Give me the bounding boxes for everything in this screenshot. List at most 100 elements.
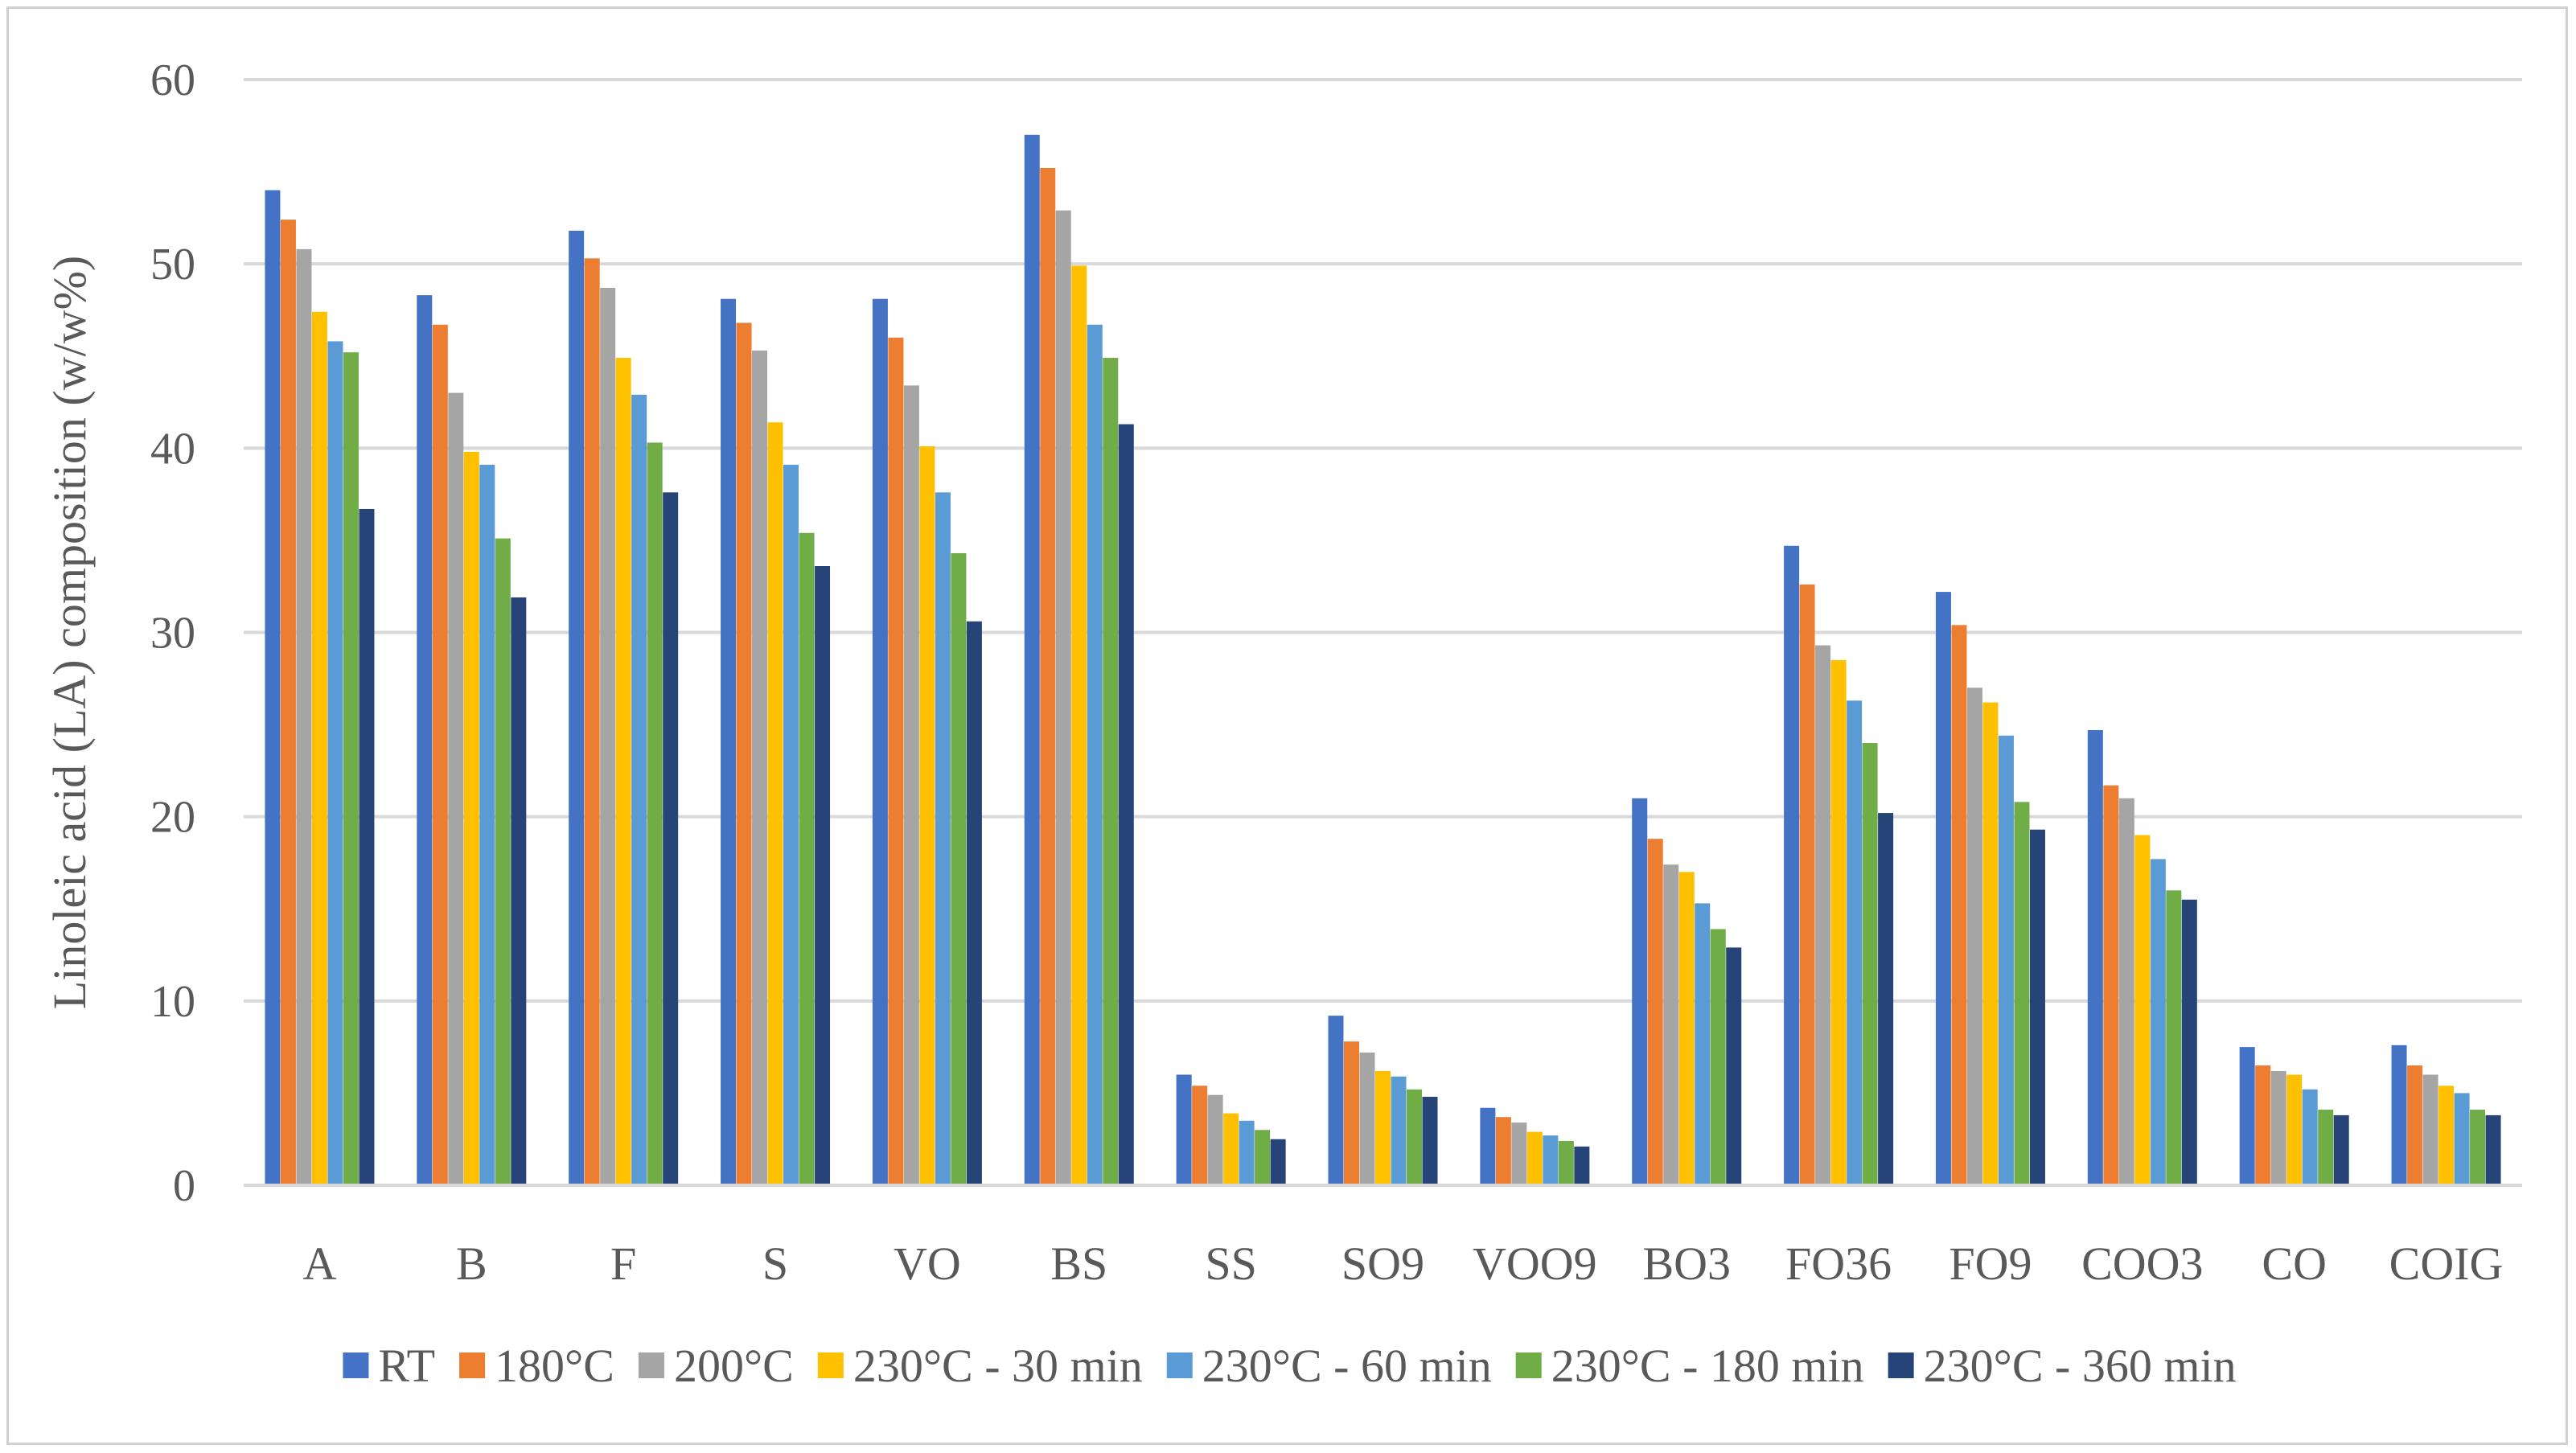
bar-FO9-series-7 bbox=[2029, 829, 2045, 1185]
bar-BS-series-6 bbox=[1103, 358, 1119, 1186]
bar-S-series-1 bbox=[721, 298, 737, 1185]
bar-SS-series-2 bbox=[1192, 1086, 1208, 1185]
bar-B-series-3 bbox=[448, 392, 464, 1185]
bar-FO36-series-6 bbox=[1862, 743, 1878, 1185]
y-tick-label: 0 bbox=[173, 1161, 195, 1211]
legend-item: 230°C - 60 min bbox=[1166, 1340, 1492, 1392]
y-axis-ticks: 0 10 20 30 40 50 60 bbox=[150, 55, 195, 1211]
legend-label: 230°C - 60 min bbox=[1202, 1340, 1492, 1392]
bar-VOO9-series-5 bbox=[1543, 1135, 1559, 1185]
bar-B-series-4 bbox=[463, 451, 479, 1185]
x-category-label: COIG bbox=[2389, 1238, 2504, 1290]
bar-COIG-series-5 bbox=[2454, 1093, 2470, 1185]
bar-VO-series-4 bbox=[919, 446, 935, 1185]
bar-COO3-series-4 bbox=[2134, 835, 2151, 1185]
bar-CO-series-3 bbox=[2270, 1070, 2286, 1185]
bar-BO3-series-3 bbox=[1663, 864, 1679, 1185]
bar-COIG-series-2 bbox=[2407, 1065, 2423, 1185]
x-category-label: VOO9 bbox=[1473, 1238, 1597, 1290]
legend-swatch bbox=[1888, 1352, 1914, 1378]
x-category-label: SO9 bbox=[1341, 1238, 1424, 1290]
bar-FO9-series-5 bbox=[1998, 735, 2014, 1185]
y-tick-label: 50 bbox=[150, 240, 195, 289]
bar-SO9-series-5 bbox=[1391, 1076, 1407, 1185]
bar-VO-series-2 bbox=[888, 337, 904, 1185]
bar-VOO9-series-4 bbox=[1526, 1131, 1543, 1185]
bar-VO-series-3 bbox=[903, 385, 919, 1186]
bars bbox=[265, 134, 2501, 1186]
y-tick-label: 60 bbox=[150, 55, 195, 105]
bar-S-series-2 bbox=[736, 322, 752, 1185]
bar-S-series-7 bbox=[815, 566, 831, 1185]
chart-frame: 0 10 20 30 40 50 60 A B F S VO BS SS SO9 VOO9 BO3 FO36 FO… bbox=[6, 6, 2568, 1445]
bar-VOO9-series-7 bbox=[1574, 1146, 1590, 1185]
bar-COIG-series-1 bbox=[2391, 1045, 2407, 1185]
x-category-label: COO3 bbox=[2081, 1238, 2203, 1290]
bar-SS-series-4 bbox=[1223, 1113, 1239, 1185]
bar-BS-series-1 bbox=[1024, 134, 1040, 1185]
bar-BS-series-4 bbox=[1071, 265, 1087, 1185]
legend-item: 230°C - 360 min bbox=[1888, 1340, 2237, 1392]
bar-SS-series-3 bbox=[1207, 1094, 1223, 1185]
bar-S-series-4 bbox=[767, 422, 783, 1185]
bar-A-series-4 bbox=[311, 311, 327, 1185]
bar-BS-series-2 bbox=[1040, 168, 1056, 1185]
legend-label: 230°C - 180 min bbox=[1551, 1340, 1864, 1392]
bar-SO9-series-3 bbox=[1359, 1053, 1375, 1185]
bar-FO36-series-1 bbox=[1784, 545, 1800, 1185]
bar-F-series-4 bbox=[615, 358, 631, 1186]
bar-COO3-series-6 bbox=[2166, 890, 2182, 1185]
legend-label: 230°C - 30 min bbox=[853, 1340, 1143, 1392]
bar-COIG-series-7 bbox=[2485, 1114, 2501, 1185]
bar-A-series-5 bbox=[327, 341, 343, 1186]
bar-F-series-5 bbox=[631, 394, 647, 1185]
bar-VO-series-1 bbox=[872, 298, 888, 1185]
bar-A-series-2 bbox=[280, 220, 296, 1186]
legend-swatch bbox=[817, 1352, 844, 1378]
linoleic-acid-bar-chart: 0 10 20 30 40 50 60 A B F S VO BS SS SO9 VOO9 BO3 FO36 FO… bbox=[43, 55, 2522, 1392]
bar-S-series-5 bbox=[783, 464, 799, 1185]
bar-VOO9-series-1 bbox=[1480, 1107, 1496, 1185]
x-category-label: FO36 bbox=[1785, 1238, 1892, 1290]
bar-COIG-series-3 bbox=[2422, 1074, 2438, 1185]
bar-FO9-series-1 bbox=[1935, 592, 1951, 1185]
legend-label: 200°C bbox=[674, 1340, 794, 1392]
y-tick-label: 30 bbox=[150, 609, 195, 659]
bar-FO36-series-5 bbox=[1847, 700, 1863, 1185]
bar-SS-series-6 bbox=[1255, 1130, 1271, 1185]
bar-SO9-series-1 bbox=[1328, 1016, 1344, 1185]
bar-A-series-6 bbox=[343, 352, 359, 1186]
y-tick-label: 40 bbox=[150, 424, 195, 474]
legend-swatch bbox=[1515, 1352, 1542, 1378]
legend-swatch bbox=[638, 1352, 664, 1378]
bar-B-series-5 bbox=[479, 464, 495, 1185]
bar-BO3-series-6 bbox=[1710, 929, 1726, 1185]
x-category-label: A bbox=[302, 1238, 336, 1290]
bar-S-series-3 bbox=[752, 350, 768, 1185]
bar-SO9-series-2 bbox=[1344, 1041, 1359, 1185]
bar-VO-series-5 bbox=[935, 492, 951, 1185]
x-category-label: S bbox=[762, 1238, 788, 1290]
legend-item: 200°C bbox=[638, 1340, 794, 1392]
y-tick-label: 10 bbox=[150, 977, 195, 1027]
bar-FO9-series-2 bbox=[1951, 625, 1967, 1185]
bar-COO3-series-1 bbox=[2087, 729, 2103, 1185]
bar-CO-series-1 bbox=[2239, 1047, 2255, 1185]
bar-SO9-series-7 bbox=[1422, 1097, 1438, 1185]
bar-B-series-7 bbox=[511, 597, 527, 1185]
legend: RT 180°C 200°C 230°C - 30 min 230°C - 60 min… bbox=[343, 1340, 2237, 1392]
x-category-label: FO9 bbox=[1949, 1238, 2032, 1290]
legend-swatch bbox=[343, 1352, 369, 1378]
bar-BS-series-3 bbox=[1055, 210, 1071, 1186]
legend-item: RT bbox=[343, 1340, 435, 1392]
bar-SO9-series-4 bbox=[1375, 1070, 1391, 1185]
legend-swatch bbox=[1166, 1352, 1193, 1378]
legend-label: 230°C - 360 min bbox=[1924, 1340, 2237, 1392]
x-axis-categories: A B F S VO BS SS SO9 VOO9 BO3 FO36 FO9 COO3 CO COIG bbox=[302, 1238, 2503, 1290]
bar-BO3-series-2 bbox=[1647, 839, 1663, 1185]
bar-BO3-series-4 bbox=[1678, 872, 1695, 1185]
bar-F-series-7 bbox=[663, 492, 679, 1185]
bar-SS-series-1 bbox=[1176, 1074, 1192, 1185]
y-axis-label: Linoleic acid (LA) composition (w/w%) bbox=[43, 256, 96, 1009]
bar-F-series-1 bbox=[569, 230, 585, 1186]
